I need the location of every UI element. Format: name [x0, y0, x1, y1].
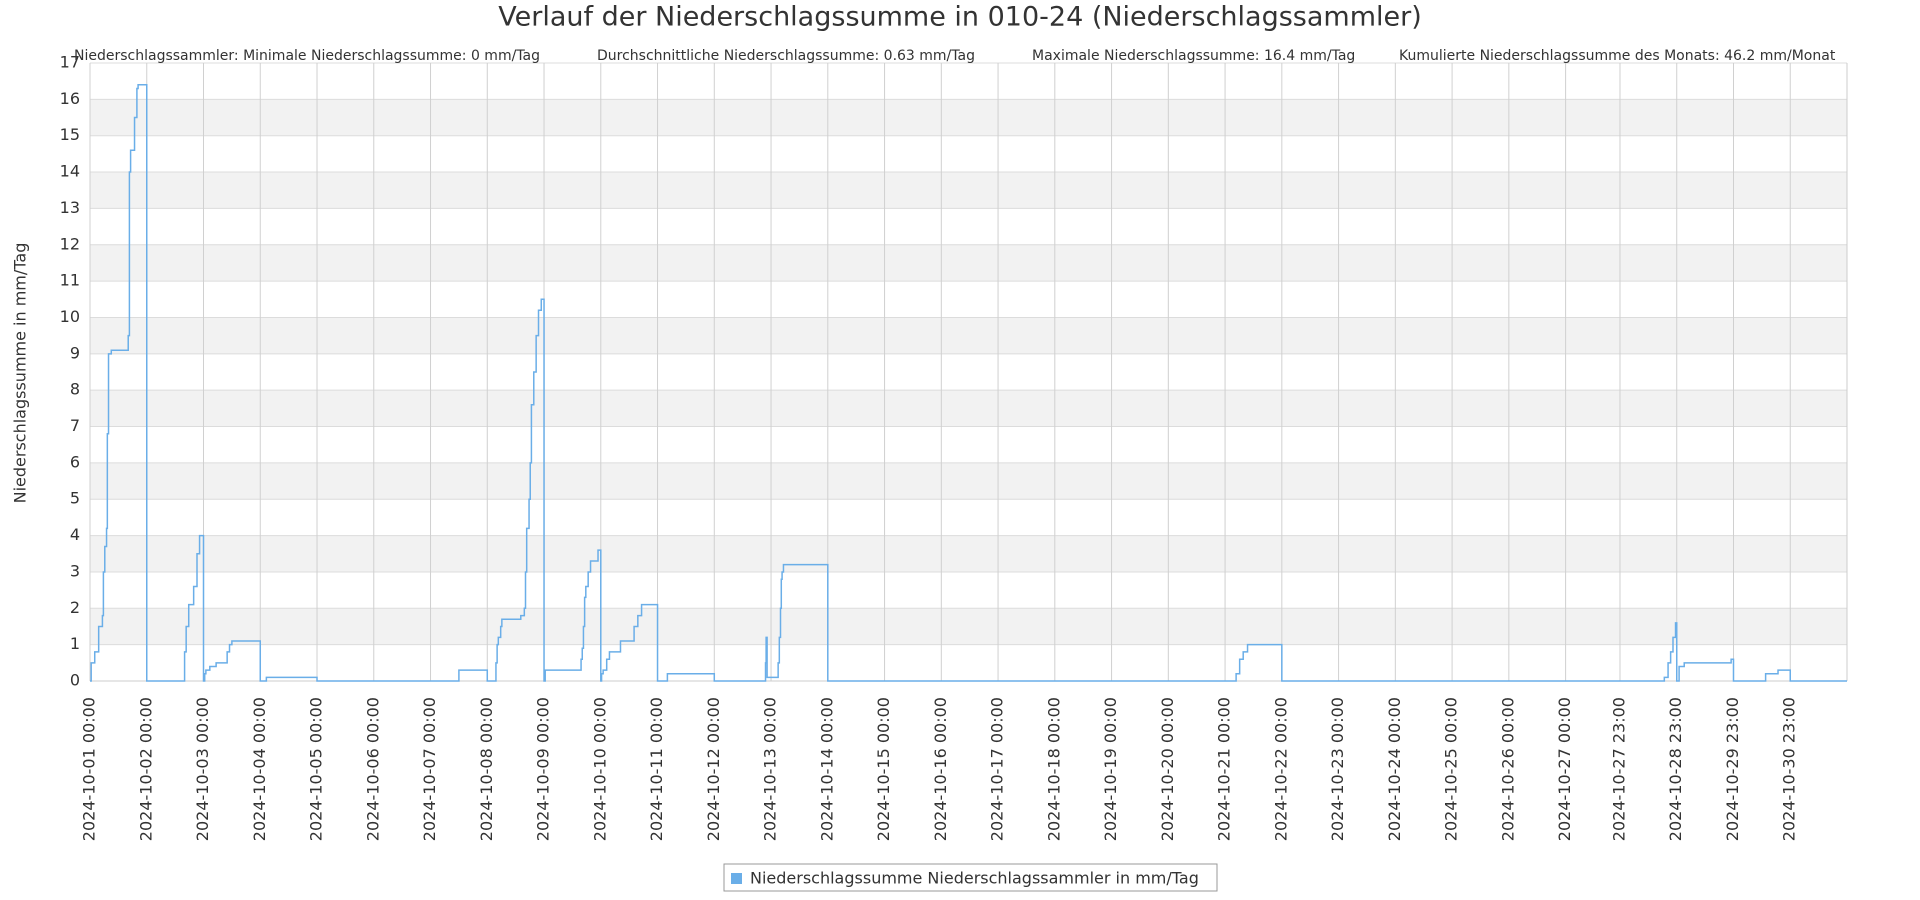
grid-band: [90, 317, 1847, 354]
x-tick-label: 2024-10-07 00:00: [420, 697, 439, 841]
grid-band: [90, 390, 1847, 427]
y-tick-label: 12: [60, 234, 80, 253]
x-tick-label: 2024-10-10 00:00: [590, 697, 609, 841]
x-tick-label: 2024-10-25 00:00: [1442, 697, 1461, 841]
x-tick-label: 2024-10-15 00:00: [874, 697, 893, 841]
legend-label: Niederschlagssumme Niederschlagssammler …: [750, 869, 1199, 888]
x-tick-label: 2024-10-27 00:00: [1555, 697, 1574, 841]
x-tick-label: 2024-10-26 00:00: [1498, 697, 1517, 841]
legend: [723, 863, 1218, 892]
y-tick-label: 15: [60, 125, 80, 144]
y-tick-label: 5: [70, 489, 80, 508]
x-tick-label: 2024-10-03 00:00: [193, 697, 212, 841]
stat: Maximale Niederschlagssumme: 16.4 mm/Tag: [1032, 48, 1355, 64]
x-tick-label: 2024-10-01 00:00: [80, 697, 99, 841]
stat: Kumulierte Niederschlagssumme des Monats…: [1399, 48, 1836, 64]
x-tick-label: 2024-10-12 00:00: [704, 697, 723, 841]
x-tick-label: 2024-10-17 00:00: [988, 697, 1007, 841]
x-tick-label: 2024-10-11 00:00: [647, 697, 666, 841]
data-line: [90, 84, 1847, 682]
y-tick-label: 13: [60, 198, 80, 217]
x-tick-label: 2024-10-16 00:00: [931, 697, 950, 841]
x-tick-label: 2024-10-08 00:00: [477, 697, 496, 841]
x-tick-label: 2024-10-04 00:00: [250, 697, 269, 841]
x-tick-label: 2024-10-05 00:00: [307, 697, 326, 841]
x-tick-label: 2024-10-06 00:00: [363, 697, 382, 841]
stat: Niederschlagssammler: Minimale Niedersch…: [74, 48, 540, 64]
x-tick-label: 2024-10-20 00:00: [1158, 697, 1177, 841]
y-tick-label: 10: [60, 307, 80, 326]
x-tick-label: 2024-10-19 00:00: [1101, 697, 1120, 841]
stat: Durchschnittliche Niederschlagssumme: 0.…: [597, 48, 975, 64]
x-tick-label: 2024-10-22 00:00: [1271, 697, 1290, 841]
grid-band: [90, 608, 1847, 645]
y-tick-label: 0: [70, 671, 80, 690]
x-tick-label: 2024-10-23 00:00: [1328, 697, 1347, 841]
x-tick-label: 2024-10-30 23:00: [1780, 697, 1799, 841]
y-tick-label: 2: [70, 598, 80, 617]
y-tick-label: 7: [70, 416, 80, 435]
y-tick-label: 16: [60, 89, 80, 108]
x-tick-label: 2024-10-18 00:00: [1044, 697, 1063, 841]
y-axis-title: Niederschlagssumme in mm/Tag: [11, 243, 30, 504]
x-tick-label: 2024-10-09 00:00: [534, 697, 553, 841]
x-tick-label: 2024-10-21 00:00: [1215, 697, 1234, 841]
y-tick-label: 17: [60, 53, 80, 72]
grid-band: [90, 99, 1847, 136]
legend-swatch: [731, 873, 742, 884]
y-tick-label: 6: [70, 452, 80, 471]
grid-band: [90, 462, 1847, 500]
y-tick-label: 8: [70, 380, 80, 399]
y-tick-label: 9: [70, 343, 80, 362]
y-tick-label: 3: [70, 561, 80, 580]
y-tick-label: 11: [60, 271, 80, 290]
x-tick-label: 2024-10-24 00:00: [1385, 697, 1404, 841]
chart-title: Verlauf der Niederschlagssumme in 010-24…: [498, 2, 1422, 33]
x-tick-label: 2024-10-13 00:00: [761, 697, 780, 841]
grid-band: [90, 172, 1847, 209]
y-tick-label: 4: [70, 525, 80, 544]
y-tick-label: 14: [60, 162, 80, 181]
x-tick-label: 2024-10-14 00:00: [817, 697, 836, 841]
x-tick-label: 2024-10-29 23:00: [1723, 697, 1742, 841]
x-tick-label: 2024-10-28 23:00: [1666, 697, 1685, 841]
grid-band: [90, 535, 1847, 572]
x-tick-label: 2024-10-02 00:00: [136, 697, 155, 841]
grid-band: [90, 244, 1847, 282]
plot-area: [89, 62, 1848, 682]
x-tick-label: 2024-10-27 23:00: [1609, 697, 1628, 841]
y-tick-label: 1: [70, 634, 80, 653]
